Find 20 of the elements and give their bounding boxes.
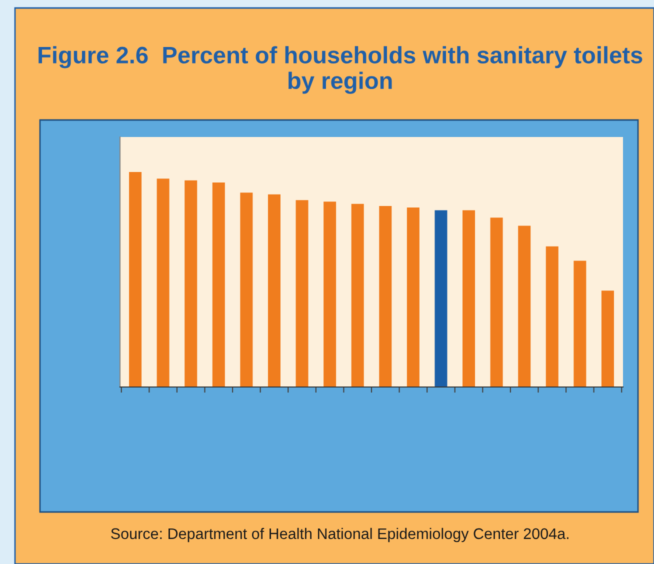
bar (490, 218, 503, 387)
bar (268, 194, 280, 387)
bar (240, 192, 253, 387)
bar (406, 207, 420, 387)
bar (462, 210, 476, 387)
bar (518, 226, 531, 387)
bar (296, 200, 308, 387)
bar (156, 178, 170, 387)
bar (212, 182, 225, 387)
bar (601, 290, 614, 387)
bar (324, 202, 336, 387)
source-note: Source: Department of Health National Epidemiology Center 2004a. (111, 528, 568, 542)
bar (184, 180, 198, 387)
bar (379, 206, 392, 387)
bar (129, 172, 142, 387)
bar (574, 260, 586, 387)
chart-title: Figure 2.6 Percent of households with sanitary toilets by region (38, 46, 642, 94)
bar (546, 246, 558, 387)
bar (434, 210, 448, 387)
bar (351, 204, 364, 387)
